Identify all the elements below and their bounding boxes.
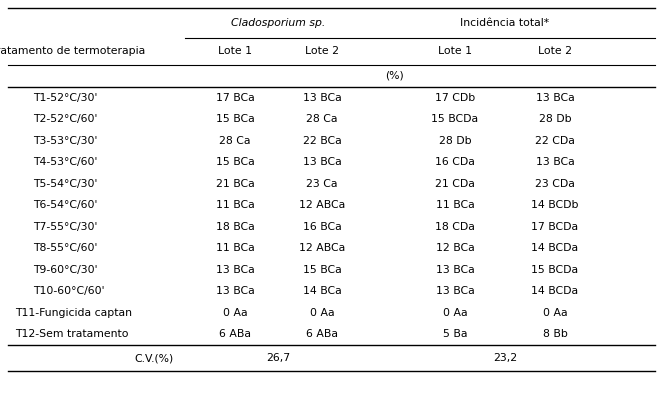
Text: 26,7: 26,7 (267, 353, 290, 363)
Text: T6-54°C/60': T6-54°C/60' (33, 200, 97, 210)
Text: T8-55°C/60': T8-55°C/60' (33, 243, 97, 253)
Text: 0 Aa: 0 Aa (543, 308, 568, 318)
Text: T2-52°C/60': T2-52°C/60' (33, 114, 97, 124)
Text: 15 BCDa: 15 BCDa (432, 114, 479, 124)
Text: 0 Aa: 0 Aa (223, 308, 247, 318)
Text: T4-53°C/60': T4-53°C/60' (33, 157, 97, 167)
Text: 28 Db: 28 Db (439, 136, 471, 146)
Text: 12 BCa: 12 BCa (436, 243, 474, 253)
Text: Lote 2: Lote 2 (538, 47, 572, 57)
Text: 11 BCa: 11 BCa (215, 243, 255, 253)
Text: 12 ABCa: 12 ABCa (299, 200, 345, 210)
Text: 23,2: 23,2 (493, 353, 517, 363)
Text: 12 ABCa: 12 ABCa (299, 243, 345, 253)
Text: 11 BCa: 11 BCa (215, 200, 255, 210)
Text: 8 Bb: 8 Bb (542, 329, 568, 339)
Text: T11-Fungicida captan: T11-Fungicida captan (15, 308, 132, 318)
Text: 0 Aa: 0 Aa (443, 308, 467, 318)
Text: (%): (%) (386, 71, 404, 81)
Text: 13 BCa: 13 BCa (302, 157, 341, 167)
Text: Lote 1: Lote 1 (438, 47, 472, 57)
Text: 14 BCDb: 14 BCDb (531, 200, 579, 210)
Text: 22 BCa: 22 BCa (302, 136, 341, 146)
Text: Lote 1: Lote 1 (218, 47, 252, 57)
Text: 13 BCa: 13 BCa (302, 93, 341, 103)
Text: T12-Sem tratamento: T12-Sem tratamento (15, 329, 129, 339)
Text: T9-60°C/30': T9-60°C/30' (33, 265, 97, 275)
Text: 14 BCDa: 14 BCDa (532, 243, 579, 253)
Text: 18 BCa: 18 BCa (215, 222, 255, 232)
Text: 15 BCa: 15 BCa (215, 114, 255, 124)
Text: 21 CDa: 21 CDa (435, 179, 475, 189)
Text: 5 Ba: 5 Ba (443, 329, 467, 339)
Text: 13 BCa: 13 BCa (436, 286, 474, 296)
Text: 22 CDa: 22 CDa (535, 136, 575, 146)
Text: 17 CDb: 17 CDb (435, 93, 475, 103)
Text: C.V.(%): C.V.(%) (135, 353, 174, 363)
Text: T5-54°C/30': T5-54°C/30' (33, 179, 97, 189)
Text: 16 BCa: 16 BCa (302, 222, 341, 232)
Text: Cladosporium sp.: Cladosporium sp. (231, 18, 326, 28)
Text: 15 BCa: 15 BCa (215, 157, 255, 167)
Text: 28 Ca: 28 Ca (306, 114, 337, 124)
Text: Tratamento de termoterapia: Tratamento de termoterapia (0, 47, 145, 57)
Text: 16 CDa: 16 CDa (435, 157, 475, 167)
Text: 13 BCa: 13 BCa (215, 265, 255, 275)
Text: 11 BCa: 11 BCa (436, 200, 474, 210)
Text: 0 Aa: 0 Aa (310, 308, 334, 318)
Text: Lote 2: Lote 2 (305, 47, 339, 57)
Text: T7-55°C/30': T7-55°C/30' (33, 222, 97, 232)
Text: 23 Ca: 23 Ca (306, 179, 337, 189)
Text: T3-53°C/30': T3-53°C/30' (33, 136, 97, 146)
Text: 14 BCa: 14 BCa (302, 286, 341, 296)
Text: 23 CDa: 23 CDa (535, 179, 575, 189)
Text: 13 BCa: 13 BCa (215, 286, 255, 296)
Text: Incidência total*: Incidência total* (460, 18, 550, 28)
Text: 13 BCa: 13 BCa (436, 265, 474, 275)
Text: 6 ABa: 6 ABa (306, 329, 338, 339)
Text: 21 BCa: 21 BCa (215, 179, 255, 189)
Text: 6 ABa: 6 ABa (219, 329, 251, 339)
Text: 17 BCa: 17 BCa (215, 93, 255, 103)
Text: 13 BCa: 13 BCa (536, 157, 574, 167)
Text: 28 Db: 28 Db (538, 114, 572, 124)
Text: 13 BCa: 13 BCa (536, 93, 574, 103)
Text: T10-60°C/60': T10-60°C/60' (33, 286, 105, 296)
Text: 18 CDa: 18 CDa (435, 222, 475, 232)
Text: 17 BCDa: 17 BCDa (532, 222, 579, 232)
Text: T1-52°C/30': T1-52°C/30' (33, 93, 97, 103)
Text: 28 Ca: 28 Ca (219, 136, 251, 146)
Text: 15 BCDa: 15 BCDa (532, 265, 579, 275)
Text: 15 BCa: 15 BCa (302, 265, 341, 275)
Text: 14 BCDa: 14 BCDa (532, 286, 579, 296)
